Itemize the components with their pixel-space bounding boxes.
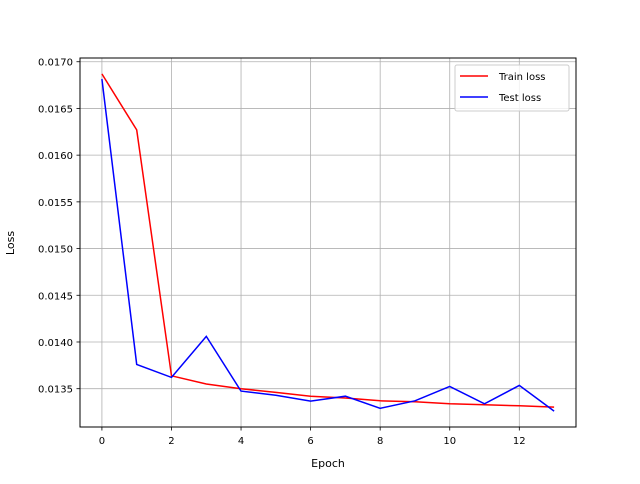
legend-label: Test loss (498, 93, 541, 104)
x-axis-label: Epoch (311, 457, 345, 470)
x-tick-label: 4 (238, 436, 244, 447)
series-line-test-loss (101, 78, 555, 412)
x-tick-label: 0 (99, 436, 105, 447)
ticks: 0 2 4 6 8 10 12 0.0135 0.0140 0.0145 0.0150 0.0155 0… (38, 58, 526, 447)
y-tick-label: 0.0135 (38, 385, 73, 396)
y-tick-label: 0.0140 (38, 338, 73, 349)
x-tick-label: 12 (513, 436, 526, 447)
x-tick-label: 2 (168, 436, 174, 447)
y-tick-label: 0.0170 (38, 58, 73, 69)
y-tick-label: 0.0145 (38, 291, 73, 302)
series-line-train-loss (101, 73, 555, 408)
x-tick-label: 8 (377, 436, 383, 447)
y-tick-label: 0.0155 (38, 198, 73, 209)
y-axis-label: Loss (4, 231, 17, 255)
y-tick-label: 0.0165 (38, 104, 73, 115)
x-tick-label: 10 (443, 436, 456, 447)
axes-frame (79, 57, 577, 428)
series-lines (101, 73, 555, 412)
legend: Train loss Test loss (454, 64, 570, 112)
x-tick-label: 6 (307, 436, 313, 447)
y-tick-label: 0.0160 (38, 151, 73, 162)
legend-label: Train loss (498, 72, 546, 83)
y-tick-label: 0.0150 (38, 245, 73, 256)
